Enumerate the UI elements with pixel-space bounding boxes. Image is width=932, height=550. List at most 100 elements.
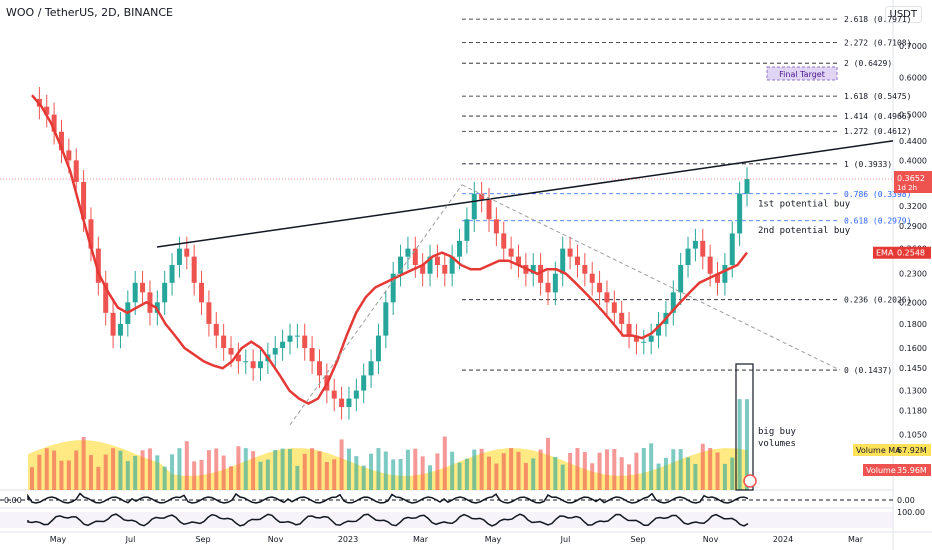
- volume-bar: [317, 451, 322, 490]
- candle-body: [243, 361, 249, 363]
- candle-body: [611, 302, 617, 313]
- volume-bar: [523, 462, 528, 490]
- candle-body: [457, 240, 463, 257]
- volume-bar: [641, 448, 646, 490]
- candle-body: [427, 256, 433, 274]
- volume-bar: [649, 443, 654, 490]
- x-tick-label: Nov: [703, 535, 719, 544]
- big-volume-box: [735, 363, 754, 491]
- x-tick-label: Nov: [268, 535, 284, 544]
- candle-body: [619, 312, 625, 324]
- us-flag-icon: [743, 474, 757, 488]
- oscillator-1-axis: 0.00: [897, 496, 915, 505]
- volume-bar: [324, 461, 329, 490]
- volume-tag: [863, 464, 931, 476]
- volume-bar: [663, 457, 668, 490]
- candle-body: [110, 312, 116, 336]
- volume-bar: [30, 467, 34, 490]
- candle-body: [361, 375, 367, 391]
- candle-body: [729, 233, 735, 265]
- fib-level-label: 2.618 (0.7971): [844, 15, 911, 24]
- candle-body: [58, 131, 64, 151]
- x-tick-label: May: [485, 535, 502, 544]
- candle-body: [398, 256, 404, 274]
- candle-body: [420, 264, 426, 274]
- x-tick-label: May: [50, 535, 67, 544]
- volume-bar: [405, 449, 410, 490]
- candle-body: [560, 248, 566, 274]
- current-price-countdown: 1d 2h: [897, 184, 917, 192]
- candle-body: [117, 323, 123, 336]
- candle-body: [501, 233, 507, 249]
- candle-body: [574, 256, 580, 265]
- volume-bar: [671, 449, 676, 490]
- volume-bar: [678, 449, 683, 490]
- candle-body: [258, 361, 264, 369]
- candle-body: [552, 273, 558, 293]
- candle-body: [744, 179, 750, 194]
- candle-body: [589, 273, 595, 283]
- x-tick-label: Sep: [195, 535, 210, 544]
- volume-bar: [310, 448, 315, 490]
- volume-bar: [590, 463, 595, 490]
- volume-bar: [420, 456, 425, 490]
- x-tick-label: 2024: [773, 535, 793, 544]
- fib-level-label: 1 (0.3933): [844, 160, 892, 169]
- y-tick-label: 0.2300: [899, 270, 927, 279]
- ema-line: [31, 94, 748, 405]
- y-tick-label: 0.1800: [899, 320, 927, 329]
- volume-ma-tag-name: Volume MA: [856, 446, 901, 455]
- volume-bar: [170, 454, 175, 490]
- candle-body: [66, 150, 72, 161]
- candle-body: [44, 106, 50, 115]
- candle-body: [538, 264, 544, 283]
- candle-body: [715, 273, 721, 283]
- volume-bar: [287, 449, 292, 490]
- candle-body: [442, 264, 448, 274]
- volume-bar: [81, 437, 86, 490]
- fib-level-label: 2.272 (0.7108): [844, 39, 911, 48]
- volume-bar: [177, 448, 182, 490]
- volume-bar: [575, 448, 580, 490]
- candle-body: [670, 292, 676, 313]
- y-tick-label: 0.1450: [899, 364, 927, 373]
- volume-bar: [280, 448, 285, 490]
- volume-bar: [686, 457, 691, 490]
- volume-bar: [553, 456, 558, 490]
- currency-button[interactable]: USDT: [884, 6, 922, 23]
- volume-bar: [111, 448, 116, 490]
- candle-body: [339, 398, 345, 407]
- resistance-trendline: [156, 140, 894, 248]
- volume-bar: [693, 463, 698, 490]
- candle-body: [287, 335, 293, 342]
- candle-body: [722, 264, 728, 283]
- volume-bar: [634, 452, 639, 490]
- volume-bar: [398, 458, 403, 490]
- candle-body: [184, 248, 190, 257]
- volume-bar: [52, 450, 57, 490]
- volume-bar: [243, 448, 248, 490]
- final-target-box: [766, 66, 838, 81]
- volume-bar: [206, 450, 211, 490]
- volume-bar: [258, 461, 263, 490]
- y-tick-label: 0.3200: [899, 202, 927, 211]
- volume-bar: [450, 451, 455, 490]
- candle-body: [405, 248, 411, 257]
- candle-body: [597, 282, 603, 293]
- volume-bar: [59, 460, 64, 490]
- candle-body: [678, 264, 684, 293]
- candle-body: [228, 348, 234, 355]
- volume-bar: [118, 450, 123, 490]
- volume-tag-value: 35.96M: [897, 466, 927, 475]
- fib-level-label: 0.786 (0.3398): [844, 190, 911, 199]
- candle-body: [567, 248, 573, 257]
- volume-bar: [199, 459, 204, 490]
- chart-title: WOO / TetherUS, 2D, BINANCE: [6, 6, 173, 19]
- candle-body: [464, 219, 470, 241]
- volume-bar: [604, 449, 609, 490]
- candle-body: [162, 282, 168, 303]
- oscillator-2-line: [27, 513, 749, 527]
- volume-bar: [88, 455, 93, 490]
- volume-bar: [700, 443, 705, 490]
